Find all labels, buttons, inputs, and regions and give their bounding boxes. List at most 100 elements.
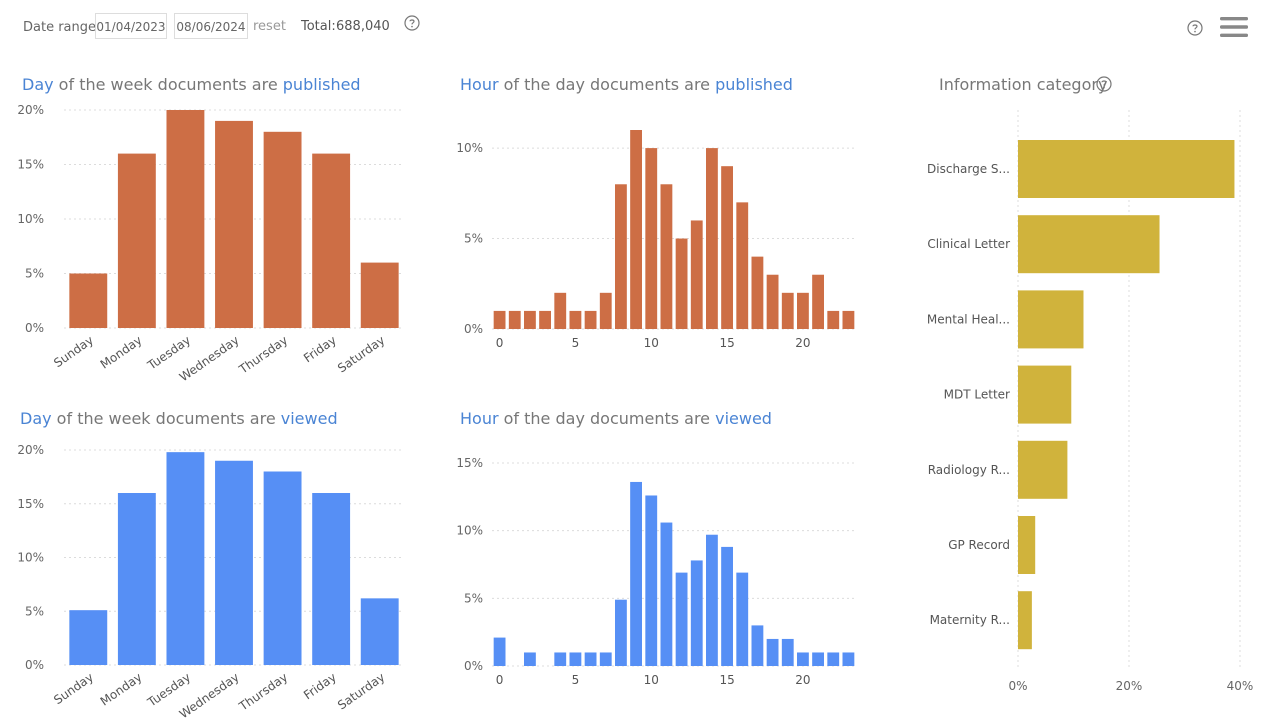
x-tick-label: Sunday <box>51 333 96 370</box>
x-tick-label: 20 <box>795 336 810 350</box>
filter-help-icon[interactable] <box>404 15 420 31</box>
dow-viewed-title: Day of the week documents are viewed <box>20 409 338 428</box>
bar <box>630 130 642 329</box>
title-text: of the week documents are <box>53 75 283 94</box>
bar <box>842 652 855 666</box>
bar <box>1018 516 1036 574</box>
y-tick-label: 10% <box>456 141 483 155</box>
x-tick-label: 10 <box>644 336 659 350</box>
bar <box>736 572 749 666</box>
bar <box>360 262 399 328</box>
y-tick-label: 10% <box>17 551 44 565</box>
x-tick-label: 5 <box>572 336 580 350</box>
y-tick-label: Mental Heal... <box>927 312 1010 326</box>
y-tick-label: 10% <box>456 524 483 538</box>
title-highlight-day: Day <box>22 75 54 94</box>
bar <box>1018 290 1084 349</box>
title-text: of the week documents are <box>51 409 281 428</box>
bar <box>842 310 855 329</box>
title-text: of the day documents are <box>498 75 716 94</box>
bar <box>554 652 567 666</box>
hod-viewed-title: Hour of the day documents are viewed <box>460 409 772 428</box>
y-tick-label: Discharge S... <box>927 162 1010 176</box>
menu-icon[interactable] <box>1220 16 1248 38</box>
y-tick-label: Radiology R... <box>928 463 1010 477</box>
bar <box>312 153 351 328</box>
bar <box>812 274 824 329</box>
bar <box>660 522 673 666</box>
reset-link[interactable]: reset <box>253 19 286 34</box>
bar <box>508 310 521 329</box>
bar <box>599 652 612 666</box>
bar <box>751 625 764 666</box>
bar <box>493 637 506 666</box>
hod-published-chart: 0% 5% 10% 0 5 10 15 20 <box>456 130 856 350</box>
bar <box>827 310 840 329</box>
x-tick-label: 20% <box>1116 679 1143 693</box>
x-tick-label: Thursday <box>236 670 291 714</box>
y-tick-label: 15% <box>456 456 483 470</box>
bar <box>524 310 536 329</box>
bar <box>721 546 733 666</box>
x-tick-label: Monday <box>98 333 145 372</box>
bar <box>690 560 703 666</box>
y-tick-label: 5% <box>464 232 483 246</box>
date-range-label: Date range: <box>23 20 101 35</box>
x-tick-label: 0 <box>496 336 504 350</box>
bar <box>263 131 302 328</box>
hod-published-title: Hour of the day documents are published <box>460 75 793 94</box>
x-tick-label: Sunday <box>51 670 96 707</box>
bar <box>721 166 733 329</box>
bar <box>1018 140 1235 198</box>
bar <box>1018 215 1160 274</box>
y-tick-label: 20% <box>17 103 44 117</box>
category-title-text: Information category <box>939 75 1108 94</box>
bar <box>706 534 718 666</box>
bar <box>539 310 551 329</box>
bar <box>827 652 840 666</box>
bar <box>675 238 688 329</box>
y-tick-label: Maternity R... <box>930 613 1010 627</box>
bar <box>166 110 205 328</box>
start-date-field[interactable]: 01/04/2023 <box>95 13 167 39</box>
bar <box>766 274 779 329</box>
dow-viewed-chart: 0%5%10%15%20%Sunday Monday TuesdayWednesda… <box>17 443 404 720</box>
y-tick-label: 20% <box>17 443 44 457</box>
x-tick-label: Saturday <box>335 333 387 375</box>
bar <box>615 184 627 329</box>
y-tick-label: 5% <box>464 591 483 605</box>
bar <box>645 148 658 329</box>
page-help-icon[interactable] <box>1187 20 1203 36</box>
x-tick-label: 15 <box>719 336 734 350</box>
title-highlight-hour: Hour <box>460 75 499 94</box>
category-title: Information category <box>939 75 1107 94</box>
bar <box>615 599 627 666</box>
total-label: Total: <box>301 19 336 34</box>
dow-published-chart: 0%5%10%15%20%Sunday Monday TuesdayWednesda… <box>17 103 404 384</box>
bar <box>630 481 642 666</box>
bar <box>1018 365 1072 424</box>
y-tick-label: 5% <box>25 604 44 618</box>
y-tick-label: 0% <box>464 659 483 673</box>
y-tick-label: 15% <box>17 158 44 172</box>
bar <box>69 610 108 665</box>
bar <box>797 292 809 329</box>
bar <box>117 153 156 328</box>
bar <box>263 471 302 665</box>
bar <box>69 273 108 328</box>
bar <box>524 652 536 666</box>
title-highlight-published: published <box>715 75 793 94</box>
title-highlight-viewed: viewed <box>280 409 338 428</box>
x-tick-label: 0% <box>1008 679 1027 693</box>
y-tick-label: 10% <box>17 212 44 226</box>
bar <box>1018 440 1068 499</box>
end-date-field[interactable]: 08/06/2024 <box>174 13 248 39</box>
category-chart: 0% 20% 40% Discharge S... Clinical Letter Men… <box>927 110 1253 693</box>
title-highlight-hour: Hour <box>460 409 499 428</box>
filter-bar: Date range: 01/04/2023 08/06/2024 reset … <box>0 0 1280 55</box>
dow-published-title: Day of the week documents are published <box>22 75 361 94</box>
bar <box>751 256 764 329</box>
bar <box>312 493 351 665</box>
category-help-icon[interactable] <box>1096 76 1112 92</box>
y-tick-label: MDT Letter <box>944 388 1010 402</box>
